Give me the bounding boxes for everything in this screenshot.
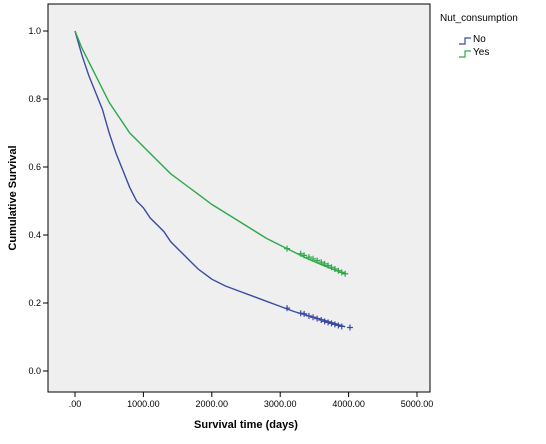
censor-mark-no bbox=[346, 324, 353, 331]
censor-mark-no bbox=[301, 310, 308, 317]
y-tick-label: 0.6 bbox=[28, 162, 41, 172]
x-tick-label: .00 bbox=[69, 399, 82, 409]
x-tick-label: 3000.00 bbox=[264, 399, 297, 409]
censor-mark-no bbox=[338, 323, 345, 330]
censor-mark-no bbox=[314, 315, 321, 322]
y-tick-label: 0.8 bbox=[28, 94, 41, 104]
series-layer bbox=[74, 30, 353, 331]
censor-mark-no bbox=[331, 321, 338, 328]
censor-mark-yes bbox=[338, 269, 345, 276]
censor-mark-no bbox=[328, 320, 335, 327]
legend-item-no: No bbox=[459, 34, 486, 45]
plot-area bbox=[47, 3, 431, 393]
legend-items: No Yes bbox=[459, 34, 489, 58]
y-tick-label: 0.2 bbox=[28, 298, 41, 308]
legend-label-no: No bbox=[473, 34, 486, 45]
censor-mark-yes bbox=[310, 255, 317, 262]
censor-mark-yes bbox=[314, 257, 321, 264]
legend-swatch-no bbox=[459, 37, 471, 45]
x-tick-label: 2000.00 bbox=[196, 399, 229, 409]
x-tick-label: 5000.00 bbox=[401, 399, 434, 409]
y-tick-label: 0.4 bbox=[28, 230, 41, 240]
censor-mark-no bbox=[335, 322, 342, 329]
legend-item-yes: Yes bbox=[459, 47, 489, 58]
x-tick-label: 4000.00 bbox=[332, 399, 365, 409]
censor-mark-no bbox=[305, 312, 312, 319]
censor-mark-no bbox=[321, 318, 328, 325]
censor-mark-yes bbox=[331, 266, 338, 272]
survival-line-yes bbox=[74, 30, 346, 275]
censor-mark-yes bbox=[318, 259, 325, 266]
censor-mark-yes bbox=[284, 245, 291, 252]
censor-mark-no bbox=[284, 305, 291, 312]
y-tick-label: 0.0 bbox=[28, 366, 41, 376]
censor-mark-yes bbox=[297, 250, 304, 257]
censor-mark-yes bbox=[321, 260, 328, 267]
censor-mark-yes bbox=[335, 267, 342, 274]
censor-mark-yes bbox=[328, 264, 335, 271]
censor-mark-yes bbox=[342, 270, 349, 277]
survival-line-no bbox=[74, 30, 346, 328]
legend: Nut_consumption No Yes bbox=[440, 13, 518, 58]
y-tick-label: 1.0 bbox=[28, 26, 41, 36]
censor-mark-yes bbox=[325, 262, 332, 269]
series-yes bbox=[74, 30, 349, 277]
y-axis-title: Cumulative Survival bbox=[7, 145, 19, 250]
censor-mark-no bbox=[310, 314, 317, 321]
legend-swatch-yes bbox=[459, 50, 471, 58]
censor-mark-yes bbox=[301, 252, 308, 259]
x-tick-label: 1000.00 bbox=[127, 399, 160, 409]
censor-mark-no bbox=[318, 317, 325, 323]
series-no bbox=[74, 30, 353, 331]
censor-mark-no bbox=[297, 310, 304, 317]
censor-mark-yes bbox=[305, 254, 312, 261]
censor-mark-no bbox=[325, 319, 332, 326]
axis-ticks: 0.0 0.2 0.4 0.6 0.8 1.0 .00 1000.00 2000.00 3000.… bbox=[28, 26, 433, 409]
legend-title: Nut_consumption bbox=[440, 13, 518, 24]
x-axis-title: Survival time (days) bbox=[194, 419, 298, 431]
legend-label-yes: Yes bbox=[473, 47, 489, 58]
